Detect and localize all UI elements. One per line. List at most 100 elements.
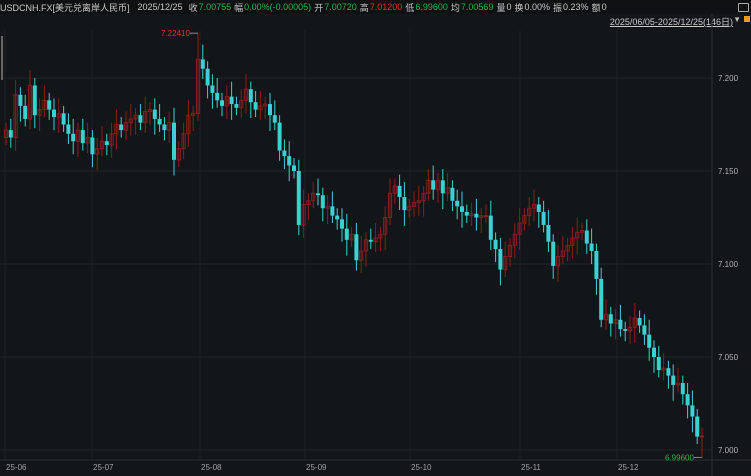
candle-body-down <box>316 193 320 196</box>
candle-body-down <box>330 206 335 216</box>
volume-label: 量 <box>496 2 506 13</box>
candle-body-down <box>152 109 157 119</box>
candle-body-up <box>56 112 61 118</box>
quote-header: USDCNH.FX[美元兑离岸人民币] 2025/12/25 收 7.00755 … <box>0 0 751 14</box>
candle-body-up <box>483 215 489 218</box>
candle-body-down <box>551 241 556 266</box>
candle-body-down <box>340 219 344 229</box>
high-label: 高 <box>359 2 369 13</box>
candle-body-down <box>680 383 685 395</box>
candle-body-up <box>392 185 397 194</box>
x-tick-label: 25-07 <box>93 463 114 472</box>
candle-body-down <box>666 368 671 376</box>
candle-body-up <box>411 202 417 207</box>
avg-label: 均 <box>450 2 460 13</box>
candle-body-down <box>695 416 700 437</box>
max-price-label: 7.22410 <box>161 29 190 38</box>
candle-body-down <box>488 215 493 240</box>
candle-body-up <box>527 207 532 217</box>
candle-body-down <box>685 394 690 406</box>
candle-body-up <box>675 382 681 386</box>
candle-body-up <box>85 137 90 144</box>
candle-body-up <box>603 313 609 321</box>
candle-body-down <box>320 195 325 209</box>
candle-body-down <box>344 228 349 240</box>
candle-body-down <box>335 215 340 220</box>
candle-body-up <box>575 231 580 239</box>
amplitude-value: 0.23% <box>563 2 589 12</box>
candle-body-down <box>455 200 460 207</box>
candle-body-down <box>253 102 258 110</box>
candle-body-down <box>589 243 594 251</box>
date-range-selector[interactable]: 2025/06/05-2025/12/25(146日) <box>609 17 733 27</box>
amount-label: 额 <box>591 2 601 13</box>
x-tick-label: 25-12 <box>618 463 639 472</box>
candle-body-down <box>229 96 234 105</box>
change-label: 幅 <box>234 2 244 13</box>
candle-body-down <box>493 239 498 250</box>
candle-body-up <box>114 124 119 135</box>
x-tick-label: 25-10 <box>411 463 432 472</box>
candle-body-down <box>584 230 589 244</box>
x-tick-label: 25-08 <box>201 463 222 472</box>
open-value: 7.00720 <box>324 2 357 12</box>
candle-body-up <box>167 122 172 131</box>
candle-body-up <box>699 435 705 438</box>
candle-body-up <box>632 317 637 328</box>
low-label: 低 <box>405 2 415 13</box>
candle-body-up <box>13 94 18 139</box>
candle-body-up <box>555 256 561 267</box>
close-value: 7.00755 <box>198 2 232 12</box>
candle-body-up <box>143 110 148 124</box>
candle-body-up <box>263 103 268 107</box>
candle-body-down <box>296 171 301 225</box>
candle-body-down <box>66 124 71 134</box>
amount-value: 0 <box>601 2 607 12</box>
candle-body-up <box>445 187 450 194</box>
candle-body-up <box>503 256 508 271</box>
candle-body-up <box>613 319 618 325</box>
candle-body-up <box>378 233 383 239</box>
candle-body-down <box>277 122 282 151</box>
candle-body-up <box>224 96 229 107</box>
candle-body-up <box>421 192 426 202</box>
candle-body-down <box>234 104 239 108</box>
candle-body-down <box>220 100 224 106</box>
candle-body-down <box>464 211 469 216</box>
candle-body-up <box>407 205 412 211</box>
triangle-down-icon[interactable]: ▼ <box>733 15 741 24</box>
candle-body-down <box>637 317 642 326</box>
candle-body-down <box>354 234 359 261</box>
candle-body-down <box>397 185 402 198</box>
candle-body-down <box>671 375 676 385</box>
candle-body-up <box>147 109 153 112</box>
candle-body-up <box>507 244 513 258</box>
lock-icon[interactable] <box>744 16 750 22</box>
min-price-label: 6.99600 <box>665 453 694 462</box>
candle-body-down <box>23 105 28 119</box>
candle-body-down <box>162 124 167 131</box>
candle-body-down <box>608 314 613 324</box>
low-value: 6.99600 <box>415 2 448 12</box>
candle-body-down <box>599 278 604 320</box>
y-tick-label: 7.050 <box>718 353 739 362</box>
candle-body-down <box>647 334 652 348</box>
candle-body-down <box>200 59 205 69</box>
candle-body-up <box>95 148 100 155</box>
candle-body-down <box>642 325 647 335</box>
candle-body-down <box>119 124 124 131</box>
candle-body-up <box>383 217 388 235</box>
candle-body-up <box>479 215 484 218</box>
candle-body-up <box>301 203 306 226</box>
symbol-name: USDCNH.FX[美元兑离岸人民币] <box>0 2 130 13</box>
candle-body-down <box>536 204 541 212</box>
monitor-icon[interactable] <box>738 3 749 12</box>
candle-body-up <box>579 230 585 233</box>
candle-body-down <box>474 213 479 218</box>
change-value: 0.00%(-0.00005) <box>244 2 312 12</box>
candle-body-up <box>325 205 330 209</box>
candle-body-up <box>570 237 575 246</box>
candle-body-down <box>104 141 109 145</box>
candle-body-up <box>181 133 186 150</box>
